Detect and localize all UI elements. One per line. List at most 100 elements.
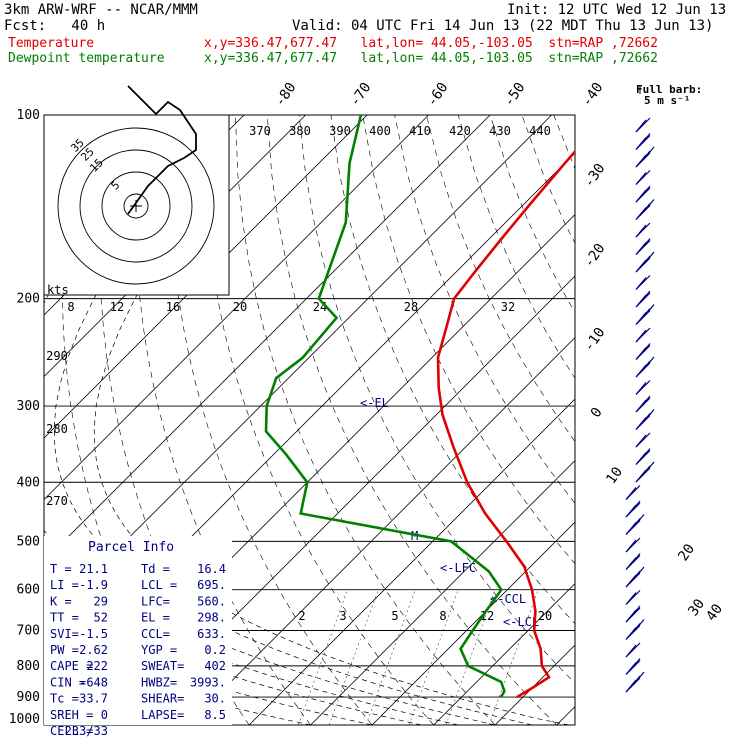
isotherm-label: 0 — [588, 405, 606, 421]
theta-label: 290 — [46, 349, 68, 363]
isotherm-label: 40 — [703, 601, 726, 624]
isotherm-lower-label: 28 — [404, 300, 418, 314]
isotherm-line — [44, 115, 552, 624]
dry-adiabat-line — [681, 115, 740, 725]
wind-barb-flag — [625, 644, 637, 658]
parcel-row-value: 29 — [94, 594, 108, 608]
wind-barb — [635, 199, 655, 220]
wind-barb-flag — [643, 461, 655, 475]
wind-barb — [625, 671, 645, 693]
isotherm-lower-label: 8 — [67, 300, 74, 314]
wind-barb — [625, 485, 641, 500]
isotherm-line — [433, 583, 575, 725]
parcel-row-label: SHEAR= — [141, 692, 184, 706]
isotherm-lower-label: 16 — [166, 300, 180, 314]
isotherm-label: -80 — [272, 80, 300, 110]
parcel-row-value: 695. — [197, 578, 226, 592]
parcel-row-label: T = — [50, 562, 72, 576]
pressure-tick-label: 800 — [17, 659, 40, 674]
dry-adiabat-line — [713, 115, 740, 725]
parcel-row-value: 3993. — [190, 675, 226, 689]
parcel-row-label: PW = — [50, 643, 79, 657]
wind-barb-flag — [633, 619, 645, 632]
pressure-tick-label: 500 — [17, 534, 40, 549]
pressure-tick-label: 600 — [17, 583, 40, 598]
wind-barb-flag — [643, 409, 655, 422]
dry-adiabat-line — [169, 115, 373, 725]
wind-barb-flag — [643, 199, 655, 212]
theta-e-label: 410 — [409, 124, 431, 138]
isotherm-line — [187, 337, 575, 725]
mixing-ratio-label: 12 — [480, 609, 494, 623]
isotherm-line — [680, 115, 740, 725]
mixing-ratio-line — [328, 589, 379, 725]
wind-barb-flag — [639, 290, 651, 304]
parcel-info-title: Parcel Info — [88, 540, 174, 555]
wind-barb — [625, 642, 641, 658]
parcel-row-label: SREH = — [50, 708, 93, 722]
wind-barb — [635, 380, 651, 395]
isotherm-line — [494, 644, 575, 725]
parcel-info-box — [44, 536, 232, 725]
wind-barb-flag — [633, 514, 645, 527]
wind-barb-flag — [639, 395, 651, 409]
level-marker-label: <-CCL — [490, 592, 526, 606]
dry-adiabat-line — [586, 115, 740, 725]
barb-legend-label: Full barb: — [636, 83, 702, 96]
dry-adiabat-line — [298, 115, 575, 684]
mixing-ratio-line — [488, 589, 539, 725]
parcel-row-label: LI = — [50, 578, 79, 592]
parcel-row-value: 2.62 — [79, 643, 108, 657]
parcel-row-value: 30. — [204, 692, 226, 706]
mixing-ratio-label: 5 — [391, 609, 398, 623]
pressure-tick-label: 200 — [17, 292, 40, 307]
parcel-row-label: SWEAT= — [141, 659, 184, 673]
wind-barb — [635, 304, 655, 325]
parcel-row-label: LFC= — [141, 594, 170, 608]
dry-adiabat-line — [649, 115, 740, 725]
plot-frame — [43, 114, 576, 726]
temperature-station-info: x,y=336.47,677.47 lat,lon= 44.05,-103.05… — [204, 36, 658, 51]
parcel-row-value: 0 — [101, 708, 108, 722]
mixing-ratio-line — [445, 589, 496, 725]
wind-barb-flag — [625, 592, 637, 605]
pressure-tick-label: 100 — [17, 108, 40, 123]
dry-adiabat-line — [235, 115, 496, 725]
wind-barb — [625, 590, 641, 605]
barb-legend-unit: 5 m s⁻¹ — [644, 94, 690, 107]
parcel-row-value: 16.4 — [197, 562, 226, 576]
hodograph-ring — [101, 171, 171, 241]
theta-e-label: 380 — [289, 124, 311, 138]
parcel-row-value: 33.7 — [79, 692, 108, 706]
wind-barb — [635, 432, 651, 448]
mixing-ratio-label: 2 — [298, 609, 305, 623]
wind-barb — [635, 290, 651, 308]
parcel-row-label: CELL = — [50, 724, 93, 738]
isotherm-label: 10 — [603, 464, 626, 487]
theta-e-label: 400 — [369, 124, 391, 138]
wind-barb-flag — [639, 343, 651, 356]
isotherm-label: -20 — [581, 241, 609, 271]
wind-barb — [635, 356, 655, 378]
parcel-row-value: 402 — [204, 659, 226, 673]
theta-e-label: 390 — [329, 124, 351, 138]
wind-barb-flag — [639, 238, 651, 251]
wind-barb — [635, 117, 651, 133]
isotherm-label: -40 — [579, 80, 607, 110]
parcel-row-label: TT = — [50, 611, 79, 625]
parcel-row-value: 560. — [197, 594, 226, 608]
isotherm-label: 30 — [685, 596, 708, 619]
parcel-row-label: HWBZ= — [141, 675, 177, 689]
isotherm-label: -70 — [347, 80, 375, 110]
level-marker-label: M — [411, 529, 418, 543]
theta-e-label: 430 — [489, 124, 511, 138]
wind-barb — [635, 461, 655, 483]
isotherm-label: 20 — [675, 541, 698, 564]
wind-barb — [635, 170, 651, 185]
wind-barb-flag — [625, 487, 637, 500]
parcel-row-value: 633. — [197, 627, 226, 641]
parcel-row-value: -1.5 — [79, 627, 108, 641]
dry-adiabat-line — [203, 115, 434, 725]
wind-barb — [635, 448, 651, 465]
